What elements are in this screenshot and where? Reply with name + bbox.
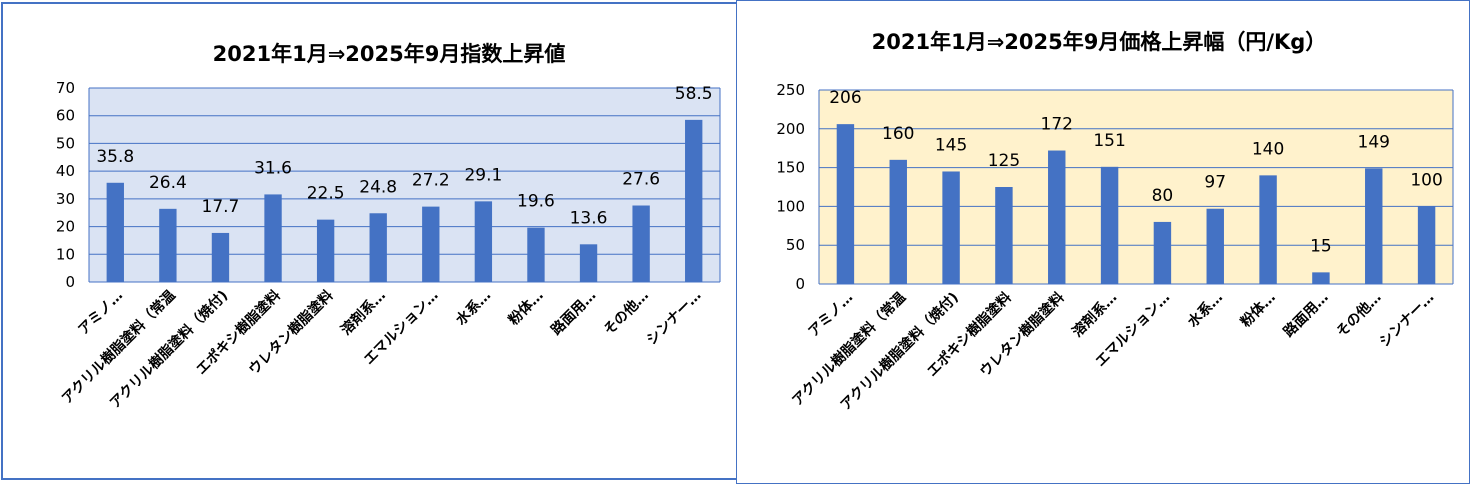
- data-label: 140: [1252, 139, 1284, 159]
- bar: [422, 206, 440, 282]
- y-tick-label: 50: [786, 236, 805, 254]
- data-label: 24.8: [359, 177, 397, 197]
- category-label: アミノ…: [75, 288, 126, 339]
- bar: [632, 205, 650, 282]
- data-label: 35.8: [96, 147, 134, 167]
- data-label: 27.6: [622, 170, 660, 190]
- y-tick-label: 70: [56, 79, 75, 97]
- y-tick-label: 250: [776, 81, 805, 99]
- bar: [579, 244, 598, 282]
- data-label: 125: [988, 151, 1020, 171]
- chart-panel-price: 2021年1月⇒2025年9月価格上昇幅（円/Kg） 0 50 100 150 200 2…: [736, 0, 1470, 484]
- chart-index-svg: 2021年1月⇒2025年9月指数上昇値 0 10 20 30 40 50 60 70 35.8…: [56, 42, 721, 412]
- category-label: その他…: [1333, 289, 1385, 341]
- data-label: 100: [1410, 170, 1442, 190]
- category-label: シンナー…: [1377, 290, 1438, 351]
- data-label: 13.6: [570, 208, 608, 228]
- data-label: 15: [1310, 236, 1332, 256]
- bar: [1312, 272, 1330, 284]
- y-tick-label: 200: [776, 120, 805, 138]
- bar: [685, 119, 703, 282]
- bar: [1100, 166, 1119, 284]
- bar: [159, 208, 177, 282]
- bar: [1417, 206, 1436, 284]
- category-label: 粉体…: [505, 287, 547, 329]
- y-tick-label: 50: [56, 134, 75, 152]
- chart-title: 2021年1月⇒2025年9月指数上昇値: [213, 42, 566, 66]
- y-tick-label: 150: [776, 159, 805, 177]
- category-label: 水系…: [452, 287, 494, 329]
- category-label: 粉体…: [1237, 289, 1279, 331]
- data-label: 22.5: [307, 184, 345, 204]
- bar: [527, 227, 545, 282]
- bar: [995, 187, 1013, 284]
- category-label: その他…: [600, 287, 652, 339]
- chart-title: 2021年1月⇒2025年9月価格上昇幅（円/Kg）: [872, 30, 1327, 54]
- bar: [836, 124, 855, 284]
- bar: [1153, 221, 1172, 284]
- data-label: 80: [1152, 186, 1174, 206]
- data-label: 160: [882, 124, 914, 144]
- chart-price-svg: 2021年1月⇒2025年9月価格上昇幅（円/Kg） 0 50 100 150 200 2…: [776, 30, 1454, 414]
- bar: [1048, 150, 1066, 284]
- data-label: 29.1: [464, 165, 502, 185]
- y-tick-label: 40: [56, 162, 75, 180]
- chart-panel-index: 2021年1月⇒2025年9月指数上昇値 0 10 20 30 40 50 60 70 35.8…: [1, 2, 739, 480]
- data-label: 172: [1041, 115, 1073, 135]
- bar: [264, 194, 282, 282]
- bar: [1206, 208, 1224, 284]
- data-label: 97: [1204, 173, 1226, 193]
- data-label: 26.4: [149, 173, 187, 193]
- y-tick-label: 0: [795, 275, 805, 293]
- plot-area: [819, 90, 1453, 284]
- bar: [316, 219, 335, 282]
- y-tick-label: 30: [56, 190, 75, 208]
- y-tick-label: 100: [776, 197, 805, 215]
- category-label: 水系…: [1184, 289, 1226, 331]
- data-label: 17.7: [202, 197, 240, 217]
- bar: [211, 232, 230, 282]
- bar: [106, 182, 124, 282]
- y-tick-label: 0: [65, 273, 75, 291]
- data-label: 31.6: [254, 158, 292, 178]
- plot-area: [89, 88, 720, 282]
- category-label: 溶剤系…: [1069, 289, 1121, 341]
- category-label: シンナー…: [644, 288, 705, 349]
- y-tick-label: 20: [56, 218, 75, 236]
- bar: [1365, 168, 1383, 284]
- y-tick-label: 60: [56, 107, 75, 125]
- data-label: 58.5: [675, 84, 713, 104]
- bar: [369, 213, 387, 282]
- bar: [889, 159, 907, 284]
- category-label: 溶剤系…: [337, 287, 389, 339]
- data-label: 19.6: [517, 192, 555, 212]
- category-label: 路面用…: [1280, 289, 1332, 341]
- y-tick-label: 10: [56, 245, 75, 263]
- category-label: 路面用…: [548, 287, 600, 339]
- bar: [942, 171, 960, 284]
- data-label: 27.2: [412, 171, 450, 191]
- category-label: アミノ…: [806, 290, 857, 341]
- data-label: 206: [829, 88, 861, 108]
- bar: [474, 201, 493, 282]
- bar: [1259, 175, 1277, 284]
- data-label: 145: [935, 135, 967, 155]
- data-label: 151: [1093, 131, 1125, 151]
- data-label: 149: [1358, 132, 1390, 152]
